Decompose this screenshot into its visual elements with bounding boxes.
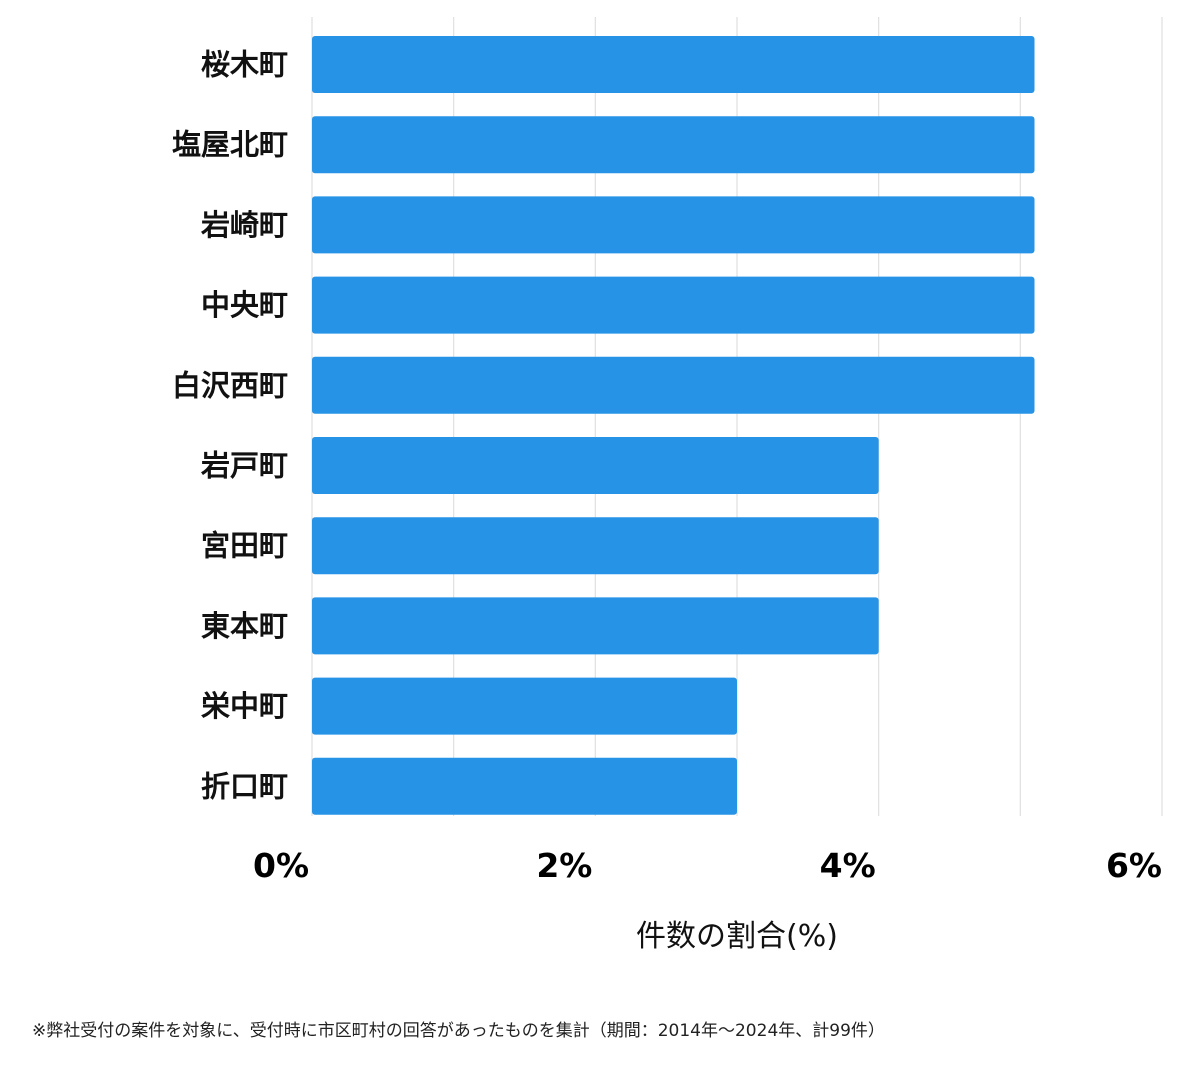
category-label: 折口町 bbox=[201, 769, 288, 803]
category-label: 岩戸町 bbox=[200, 449, 288, 483]
x-tick-label: 4% bbox=[820, 846, 876, 885]
bar bbox=[312, 36, 1035, 93]
bar bbox=[312, 757, 737, 815]
bars bbox=[312, 36, 1035, 815]
category-label: 白沢西町 bbox=[172, 368, 288, 402]
x-tick-label: 0% bbox=[253, 846, 309, 885]
x-tick-label: 6% bbox=[1106, 846, 1162, 885]
bar bbox=[312, 517, 879, 575]
footnote: ※弊社受付の案件を対象に、受付時に市区町村の回答があったものを集計（期間：201… bbox=[32, 1021, 885, 1041]
bar bbox=[312, 677, 737, 735]
category-label: 塩屋北町 bbox=[172, 128, 288, 162]
category-label: 東本町 bbox=[201, 609, 288, 643]
bar bbox=[312, 597, 879, 655]
category-label: 宮田町 bbox=[201, 529, 288, 563]
bar bbox=[312, 116, 1035, 174]
category-label: 中央町 bbox=[201, 288, 288, 322]
bar bbox=[312, 276, 1035, 334]
category-label: 栄中町 bbox=[201, 689, 288, 723]
category-label: 岩崎町 bbox=[200, 208, 288, 242]
bar bbox=[312, 356, 1035, 414]
category-label: 桜木町 bbox=[201, 48, 288, 82]
x-tick-labels: 0% 2% 4% 6% bbox=[253, 846, 1162, 885]
x-axis-title: 件数の割合(%) bbox=[636, 919, 838, 954]
bar bbox=[312, 196, 1035, 254]
x-tick-label: 2% bbox=[536, 846, 592, 885]
bar bbox=[312, 437, 879, 494]
